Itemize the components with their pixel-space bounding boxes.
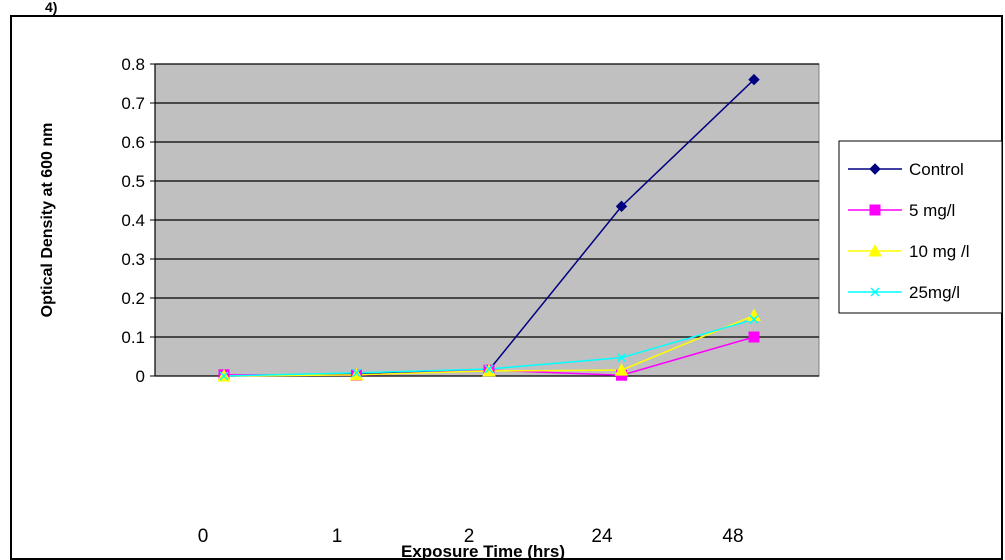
legend-label: 5 mg/l	[909, 201, 955, 220]
marker-stroke	[749, 314, 759, 324]
marker-stroke	[219, 371, 229, 381]
x-tick-label: 1	[332, 526, 343, 547]
data-point	[484, 364, 494, 374]
data-point	[748, 331, 760, 343]
y-tick-label: 0	[136, 367, 145, 386]
x-axis-label: Exposure Time (hrs)	[401, 542, 565, 558]
data-point	[749, 314, 759, 324]
data-point	[482, 363, 496, 377]
x-tick-label: 2	[464, 526, 475, 547]
y-axis-label: Optical Density at 600 nm	[39, 123, 56, 318]
y-tick-label: 0.7	[121, 94, 145, 113]
x-tick-labels: 0 1 2 24 48	[198, 526, 744, 547]
data-point	[219, 371, 229, 381]
y-tick-label: 0.2	[121, 289, 145, 308]
y-tick-label: 0.1	[121, 328, 145, 347]
legend-label: 10 mg /l	[909, 242, 969, 261]
y-tick-label: 0.6	[121, 133, 145, 152]
data-point	[351, 368, 362, 378]
legend-marker	[870, 287, 880, 297]
y-tick-label: 0.8	[121, 55, 145, 74]
legend-marker	[868, 243, 882, 257]
data-point	[349, 367, 364, 381]
legend-label: 25mg/l	[909, 283, 960, 302]
legend-marker	[869, 204, 881, 216]
series-markers	[217, 73, 761, 382]
marker-stroke	[351, 368, 362, 378]
data-point	[615, 200, 628, 213]
legend-marker	[869, 163, 881, 175]
y-tick-label: 0.4	[121, 211, 145, 230]
marker-stroke	[616, 353, 627, 363]
y-tick-label: 0.5	[121, 172, 145, 191]
data-point	[616, 353, 627, 363]
marker-stroke	[870, 287, 880, 297]
x-tick-label: 24	[591, 526, 613, 547]
y-tick-labels: 0 0.1 0.2 0.3 0.4 0.5 0.6 0.7 0.8	[121, 55, 145, 386]
legend-label: Control	[909, 160, 964, 179]
corner-mark: 4)	[45, 0, 58, 15]
legend: Control 5 mg/l 10 mg /l 25mg/l	[838, 140, 1003, 314]
marker-stroke	[484, 364, 494, 374]
data-point	[614, 363, 629, 376]
data-point	[747, 308, 761, 322]
x-tick-label: 48	[722, 526, 743, 547]
data-point	[748, 73, 760, 86]
y-tick-label: 0.3	[121, 250, 145, 269]
x-tick-label: 0	[198, 526, 209, 547]
gridlines	[155, 63, 819, 338]
